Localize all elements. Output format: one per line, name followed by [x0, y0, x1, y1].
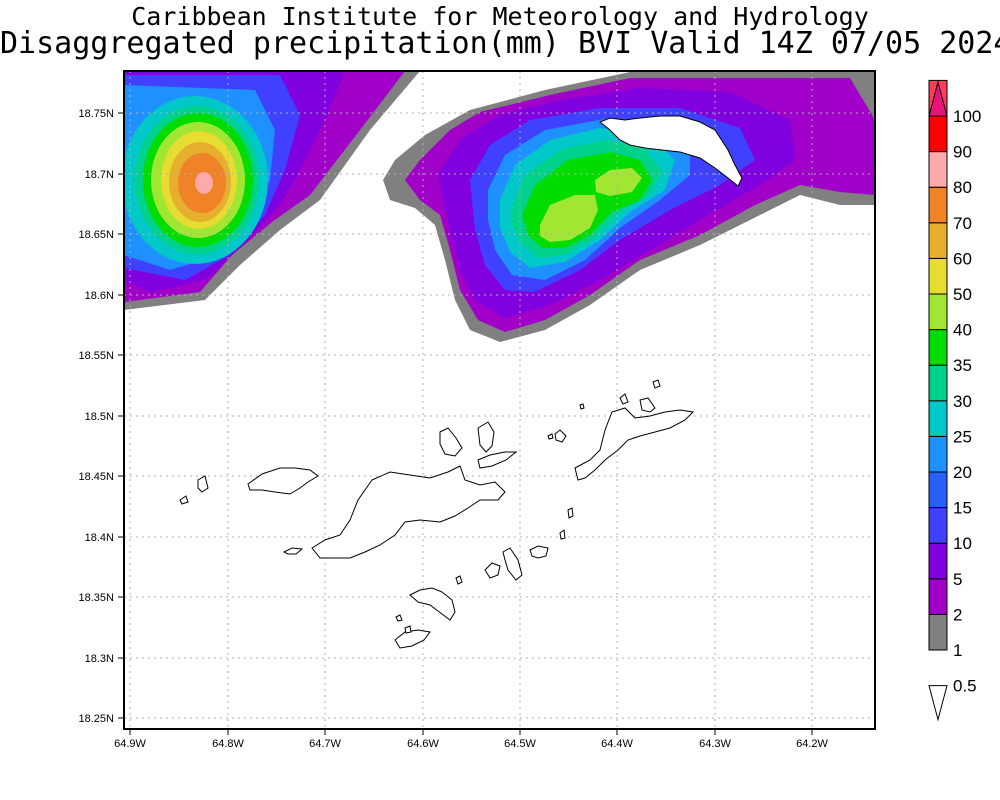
lat-label: 18.55N [79, 350, 115, 362]
lon-label: 64.9W [114, 738, 146, 750]
lon-label: 64.5W [504, 738, 536, 750]
guana-island [439, 427, 463, 457]
colorbar-swatch [928, 186, 948, 224]
colorbar-swatch [928, 329, 948, 366]
lat-label: 18.4N [85, 532, 114, 544]
lat-ticks [118, 112, 124, 719]
lat-label: 18.35N [79, 592, 115, 604]
colorbar-label: 100 [953, 107, 981, 126]
colorbar-label: 80 [953, 178, 972, 197]
colorbar-label: 35 [953, 356, 972, 375]
colorbar-swatch [928, 435, 948, 473]
lon-labels: 64.9W 64.8W 64.7W 64.6W 64.5W 64.4W 64.3… [114, 738, 828, 750]
lat-label: 18.6N [85, 290, 114, 302]
colorbar-label: 50 [953, 285, 972, 304]
colorbar-label: 30 [953, 392, 972, 411]
colorbar-swatch [928, 507, 948, 544]
colorbar-swatch [928, 257, 948, 295]
lat-labels: 18.75N 18.7N 18.65N 18.6N 18.55N 18.5N 1… [79, 108, 115, 725]
lon-label: 64.6W [407, 738, 439, 750]
colorbar-max-arrow [928, 80, 948, 117]
colorbar-label: 90 [953, 143, 972, 162]
lat-label: 18.45N [79, 471, 115, 483]
lon-label: 64.7W [309, 738, 341, 750]
colorbar-label: 60 [953, 249, 972, 268]
colorbar-swatch [928, 400, 948, 437]
colorbar-label: 15 [953, 499, 972, 518]
colorbar-label: 40 [953, 321, 972, 340]
colorbar-min-arrow [928, 685, 948, 722]
map-frame [123, 70, 876, 730]
colorbar-swatch [928, 115, 948, 153]
peter-island [409, 587, 456, 621]
lat-label: 18.75N [79, 108, 115, 120]
lon-label: 64.8W [212, 738, 244, 750]
colorbar-swatch [928, 542, 948, 580]
colorbar-label: 20 [953, 463, 972, 482]
grid-lines [124, 71, 875, 729]
colorbar-label: 25 [953, 427, 972, 446]
title-line-1: Caribbean Institute for Meteorology and … [131, 2, 869, 31]
tortola-island [311, 465, 506, 559]
lat-label: 18.25N [79, 713, 115, 725]
lat-label: 18.7N [85, 169, 114, 181]
virgin-gorda-island [574, 407, 695, 481]
colorbar-label: 2 [953, 605, 962, 624]
lon-label: 64.4W [601, 738, 633, 750]
lat-label: 18.65N [79, 229, 115, 241]
lat-label: 18.3N [85, 653, 114, 665]
colorbar-swatch [928, 578, 948, 615]
precipitation-field [124, 71, 875, 342]
colorbar-label: 10 [953, 534, 972, 553]
title-line-2: Disaggregated precipitation(mm) BVI Vali… [0, 26, 1000, 61]
anegada-island [599, 115, 743, 187]
colorbar-label: 1 [953, 641, 962, 660]
island-outlines [179, 115, 743, 649]
lon-label: 64.3W [699, 738, 731, 750]
colorbar-swatch [928, 364, 948, 402]
colorbar-swatch [928, 222, 948, 259]
lon-label: 64.2W [796, 738, 828, 750]
lon-ticks [129, 729, 813, 735]
colorbar-label: 70 [953, 214, 972, 233]
colorbar-swatch [928, 471, 948, 509]
colorbar-label: 5 [953, 570, 962, 589]
colorbar-swatch [928, 151, 948, 188]
jost-van-dyke-island [247, 467, 319, 495]
colorbar-swatch [928, 293, 948, 331]
colorbar-swatch [928, 613, 948, 651]
colorbar-label: 0.5 [953, 677, 977, 696]
lat-label: 18.5N [85, 411, 114, 423]
norman-island [394, 629, 431, 649]
